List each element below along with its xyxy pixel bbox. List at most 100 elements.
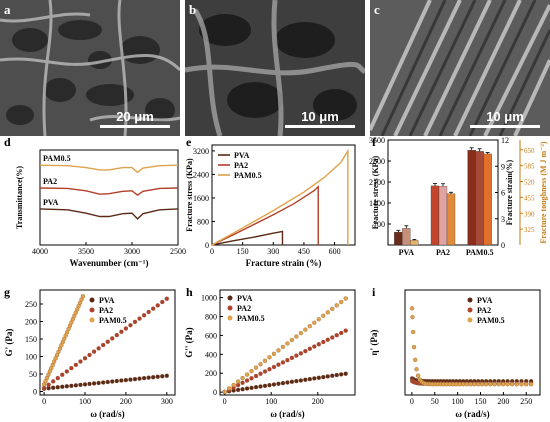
i-frame [404, 289, 541, 396]
g-point-PVA-4 [60, 384, 65, 389]
g-point-PA2-24 [151, 306, 156, 311]
h-point-PVA-13 [280, 380, 286, 386]
g-xtick-label-0: 0 [42, 397, 46, 406]
h-xtick-label-1: 100 [265, 397, 277, 406]
h-point-PVA-5 [244, 386, 250, 391]
e-xtick-label-1: 150 [237, 247, 249, 256]
h-point-PAM0.5-14 [285, 341, 290, 346]
h-point-PAM0.5-8 [258, 362, 263, 367]
h-point-PVA-10 [267, 383, 272, 388]
h-legend-label-0: PVA [237, 294, 253, 303]
f-y3tick-label-1: 390 [524, 210, 535, 218]
scale-bar-line-a [100, 125, 170, 128]
h-point-PAM0.5-0 [222, 389, 227, 395]
e-xtick-label-4: 600 [329, 247, 341, 256]
i-point-PAM0.5-1 [410, 315, 415, 320]
h-point-PA2-12 [276, 362, 281, 367]
h-point-PAM0.5-20 [312, 320, 317, 325]
h-ytick-label-2: 400 [205, 350, 217, 359]
d-series-PA2 [39, 187, 179, 196]
i-xtick-label-2: 100 [452, 397, 464, 406]
i-point-PAM0.5-3 [411, 344, 417, 350]
h-point-PA2-19 [307, 346, 312, 351]
i-point-PAM0.5-39 [528, 382, 534, 387]
g-point-PVA-23 [146, 375, 151, 380]
f-y3tick-label-5: 650 [524, 147, 535, 155]
h-point-PVA-16 [294, 378, 299, 384]
f-bar-0-2 [467, 150, 476, 246]
g-point-PVA-7 [73, 383, 79, 388]
e-xtick-label-2: 300 [267, 247, 279, 256]
i-xtick-label-0: 0 [410, 397, 414, 406]
g-point-PA2-18 [123, 326, 129, 331]
h-point-PA2-23 [325, 337, 330, 342]
g-point-PVA-19 [128, 377, 133, 382]
d-series-PAM0.5 [39, 164, 179, 174]
g-point-PA2-16 [114, 332, 119, 338]
g-point-PA2-13 [101, 342, 106, 348]
h-point-PVA-8 [258, 384, 263, 389]
h-point-PAM0.5-26 [339, 299, 344, 305]
g-point-PVA-14 [105, 379, 110, 385]
i-point-PAM0.5-31 [492, 382, 497, 387]
h-point-PAM0.5-27 [343, 296, 348, 301]
i-legend-label-0: PVA [477, 296, 493, 305]
h-point-PAM0.5-23 [325, 310, 330, 315]
e-series-PAM0.5 [211, 148, 349, 246]
h-ytick-label-3: 600 [205, 331, 217, 340]
h-point-PA2-3 [235, 382, 241, 388]
h-point-PVA-17 [298, 378, 304, 383]
h-point-PVA-26 [339, 372, 344, 377]
i-ylabel: η' (Pa) [369, 330, 379, 356]
sem-image-b: b 10 μm [185, 0, 365, 136]
h-ytick-label-0: 0 [213, 388, 217, 397]
h-point-PA2-9 [262, 369, 268, 374]
f-y3tick-label-0: 325 [524, 226, 535, 234]
g-point-PA2-4 [60, 372, 65, 377]
d-series-PVA [39, 208, 179, 220]
h-xtick-label-0: 0 [223, 397, 227, 406]
f-bar-1-2 [475, 151, 484, 246]
g-point-PVA-16 [114, 378, 119, 384]
h-point-PVA-3 [235, 387, 241, 393]
h-point-PVA-6 [249, 385, 254, 390]
h-point-PVA-27 [343, 371, 348, 376]
g-point-PVA-6 [69, 383, 74, 388]
f-ylabel: Fracture stress (KPa) [371, 155, 380, 229]
i-xlabel: ω (rad/s) [455, 409, 489, 419]
i-xtick-label-3: 150 [475, 397, 487, 406]
f-y2tick-label-4: 12 [501, 136, 509, 145]
g-ytick-label-1: 50 [29, 370, 37, 379]
g-point-PVA-21 [137, 376, 142, 381]
d-xtick-label-0: 4000 [32, 247, 48, 256]
g-point-PA2-19 [128, 323, 133, 328]
h-point-PAM0.5-21 [316, 317, 321, 322]
f-bar-1-0 [402, 228, 411, 246]
g-point-PA2-1 [46, 382, 51, 387]
i-xtick-label-4: 200 [497, 397, 509, 406]
g-point-PVA-10 [87, 381, 92, 387]
e-xtick-label-3: 450 [298, 247, 310, 256]
g-ytick-label-5: 250 [25, 300, 37, 309]
sem-image-a: a 20 μm [0, 0, 180, 136]
g-point-PA2-3 [55, 375, 60, 381]
h-point-PAM0.5-1 [226, 386, 232, 391]
g-point-PA2-10 [87, 352, 92, 358]
h-point-PVA-7 [253, 385, 259, 390]
h-ytick-label-1: 200 [205, 369, 217, 378]
g-point-PA2-26 [160, 299, 165, 305]
panel-label-h: h [186, 285, 193, 299]
e-xlabel: Fracture strain (%) [246, 258, 322, 268]
h-point-PAM0.5-7 [253, 365, 259, 370]
g-point-PVA-27 [164, 373, 169, 378]
scale-bar-label-a: 20 μm [116, 109, 154, 124]
e-ytick-label-3: 2400 [193, 170, 209, 179]
d-series-label-1: PA2 [43, 177, 57, 186]
i-legend-label-1: PA2 [477, 306, 491, 315]
e-ylabel: Fracture stress (KPa) [185, 158, 194, 232]
h-point-PAM0.5-6 [249, 368, 254, 374]
h-xlabel: ω (rad/s) [270, 409, 304, 419]
panel-label-g: g [4, 285, 10, 299]
i-point-PAM0.5-4 [413, 357, 418, 362]
e-xtick-label-0: 0 [210, 247, 214, 256]
